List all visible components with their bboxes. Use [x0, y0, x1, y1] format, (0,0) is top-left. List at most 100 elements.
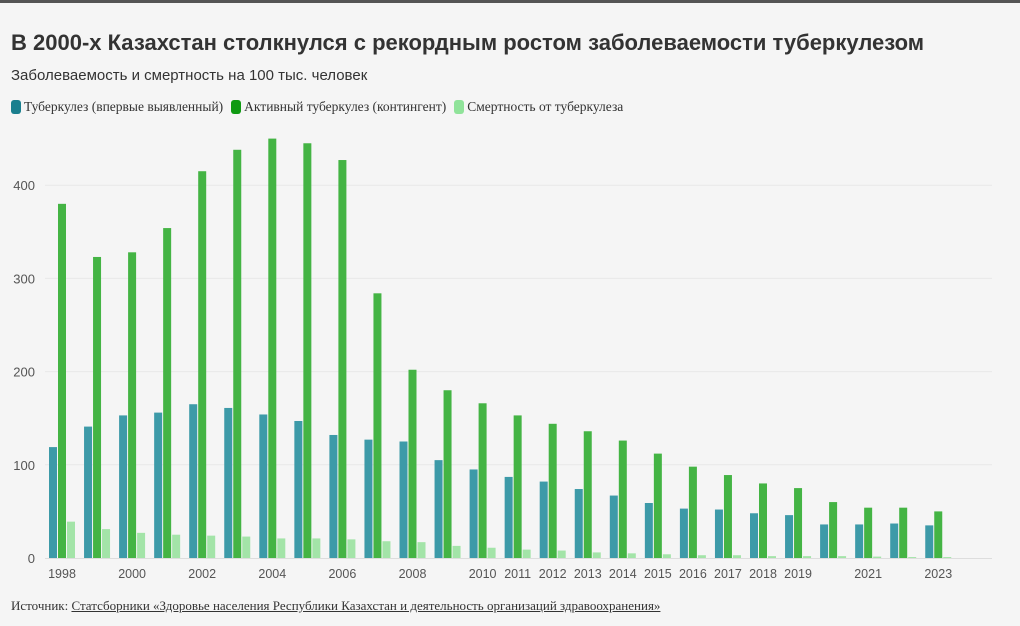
x-tick-label: 2016 [679, 567, 707, 581]
bar-new-cases [84, 426, 93, 558]
bar-active [478, 403, 487, 558]
bar-active [618, 440, 627, 558]
legend: Туберкулез (впервые выявленный) Активный… [11, 99, 623, 115]
bar-active [723, 475, 732, 558]
legend-swatch [231, 100, 242, 114]
x-tick-label: 2021 [854, 567, 882, 581]
bar-mortality [417, 542, 426, 558]
bar-active [759, 483, 767, 558]
bar-mortality [452, 545, 461, 558]
bar-mortality [768, 556, 776, 558]
bar-active [163, 228, 172, 558]
x-tick-label: 2019 [784, 567, 812, 581]
bar-mortality [803, 556, 812, 558]
bar-mortality [487, 547, 496, 558]
bar-mortality [382, 541, 391, 558]
bar-mortality [627, 553, 636, 558]
x-tick-label: 2018 [749, 567, 777, 581]
source-note: Источник: Статсборники «Здоровье населен… [11, 598, 660, 614]
bar-mortality [943, 557, 952, 558]
bar-new-cases [574, 489, 583, 558]
bar-mortality [557, 550, 566, 558]
bar-active [373, 293, 382, 558]
legend-swatch [454, 100, 465, 114]
bar-mortality [838, 556, 847, 558]
bar-mortality [137, 532, 146, 558]
source-label: Источник: [11, 598, 69, 613]
x-tick-label: 2015 [644, 567, 672, 581]
y-tick-label: 0 [28, 551, 35, 566]
bar-mortality [172, 534, 181, 558]
bar-new-cases [609, 495, 618, 558]
bar-active [829, 502, 838, 558]
bar-mortality [242, 536, 251, 558]
bar-mortality [277, 538, 286, 558]
bar-mortality [662, 554, 671, 558]
bar-active [58, 203, 66, 558]
bar-new-cases [504, 476, 513, 558]
bar-new-cases [434, 460, 443, 558]
bar-active [198, 171, 207, 558]
bar-active [443, 390, 452, 558]
bar-active [653, 453, 662, 558]
bar-mortality [207, 535, 216, 558]
bar-active [548, 423, 557, 558]
bar-new-cases [189, 404, 198, 558]
bar-active [303, 143, 312, 558]
legend-label: Активный туберкулез (контингент) [244, 99, 447, 114]
bar-mortality [102, 529, 111, 558]
bar-active [934, 511, 943, 558]
bar-mortality [347, 539, 356, 558]
legend-item-new-cases[interactable]: Туберкулез (впервые выявленный) [11, 99, 223, 115]
bar-new-cases [785, 515, 794, 558]
y-tick-label: 400 [13, 178, 35, 193]
bar-active [338, 160, 347, 558]
legend-item-active[interactable]: Активный туберкулез (контингент) [231, 99, 446, 115]
x-tick-label: 2014 [609, 567, 637, 581]
bar-new-cases [714, 509, 723, 558]
x-tick-label: 2006 [328, 567, 356, 581]
bar-new-cases [399, 441, 408, 558]
y-tick-label: 200 [13, 365, 35, 380]
bar-new-cases [679, 508, 688, 558]
x-tick-label: 2000 [118, 567, 146, 581]
bar-mortality [67, 521, 75, 558]
legend-swatch [11, 100, 21, 114]
bar-new-cases [294, 420, 303, 558]
chart-subtitle: Заболеваемость и смертность на 100 тыс. … [11, 67, 368, 84]
source-link[interactable]: Статсборники «Здоровье населения Республ… [71, 598, 661, 613]
bar-new-cases [855, 524, 864, 558]
bar-new-cases [925, 525, 934, 558]
x-tick-label: 2012 [539, 567, 567, 581]
bar-active [864, 507, 873, 558]
legend-label: Туберкулез (впервые выявленный) [24, 99, 224, 114]
bar-active [583, 431, 592, 558]
x-tick-label: 2017 [714, 567, 742, 581]
bar-new-cases [890, 523, 899, 558]
legend-item-mortality[interactable]: Смертность от туберкулеза [454, 99, 623, 115]
bar-mortality [697, 555, 706, 558]
bar-active [899, 507, 908, 558]
bar-mortality [522, 549, 531, 558]
bar-new-cases [119, 415, 128, 558]
bar-new-cases [329, 434, 338, 558]
x-tick-label: 2008 [399, 567, 427, 581]
bar-mortality [592, 552, 601, 558]
bar-new-cases [469, 469, 478, 558]
x-tick-label: 2010 [469, 567, 497, 581]
x-tick-label: 2002 [188, 567, 216, 581]
bar-new-cases [539, 481, 548, 558]
y-tick-label: 100 [13, 458, 35, 473]
x-tick-label: 2011 [504, 567, 531, 581]
bar-mortality [908, 557, 917, 558]
legend-label: Смертность от туберкулеза [467, 99, 624, 114]
x-tick-label: 2013 [574, 567, 602, 581]
bar-active [233, 149, 242, 558]
bar-active [128, 252, 137, 558]
bar-new-cases [820, 524, 829, 558]
bar-active [688, 466, 697, 558]
bar-active [513, 415, 522, 558]
bar-new-cases [364, 439, 373, 558]
chart-title: В 2000-х Казахстан столкнулся с рекордны… [11, 30, 925, 55]
